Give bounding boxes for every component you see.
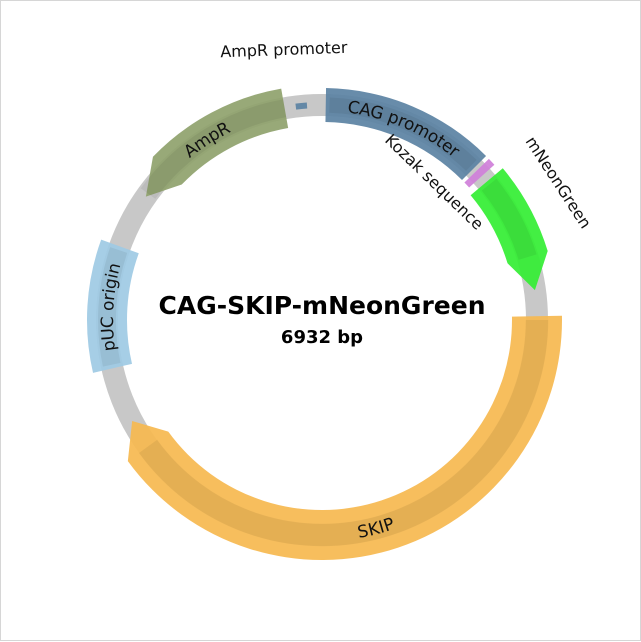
skip-band [138,319,549,547]
plasmid-size: 6932 bp [281,327,363,348]
feature-skip[interactable] [127,315,562,560]
feature-mneongreen[interactable] [470,168,548,291]
feature-ampr[interactable] [140,88,289,199]
ampr-band [140,99,287,199]
mneongreen-band [481,178,537,261]
kozak-arc[interactable] [464,158,495,188]
ampr-arc[interactable] [145,88,289,197]
feature-cag-promoter[interactable] [325,88,487,180]
ampr-promoter-label: AmpR promoter [220,38,348,61]
mneongreen-arc[interactable] [470,168,548,291]
puc-origin-arc[interactable] [86,239,139,373]
plasmid-name: CAG-SKIP-mNeonGreen [159,291,486,320]
feature-puc-origin[interactable] [86,239,139,373]
puc-origin-band [98,247,128,367]
cag-promoter-band [329,97,477,171]
ampr-promoter-arc[interactable] [295,102,308,110]
feature-ampr-promoter[interactable] [295,102,308,110]
cag-promoter-arc[interactable] [325,88,487,180]
skip-arc[interactable] [127,315,562,560]
features-layer [86,88,562,560]
feature-kozak[interactable] [464,158,495,188]
